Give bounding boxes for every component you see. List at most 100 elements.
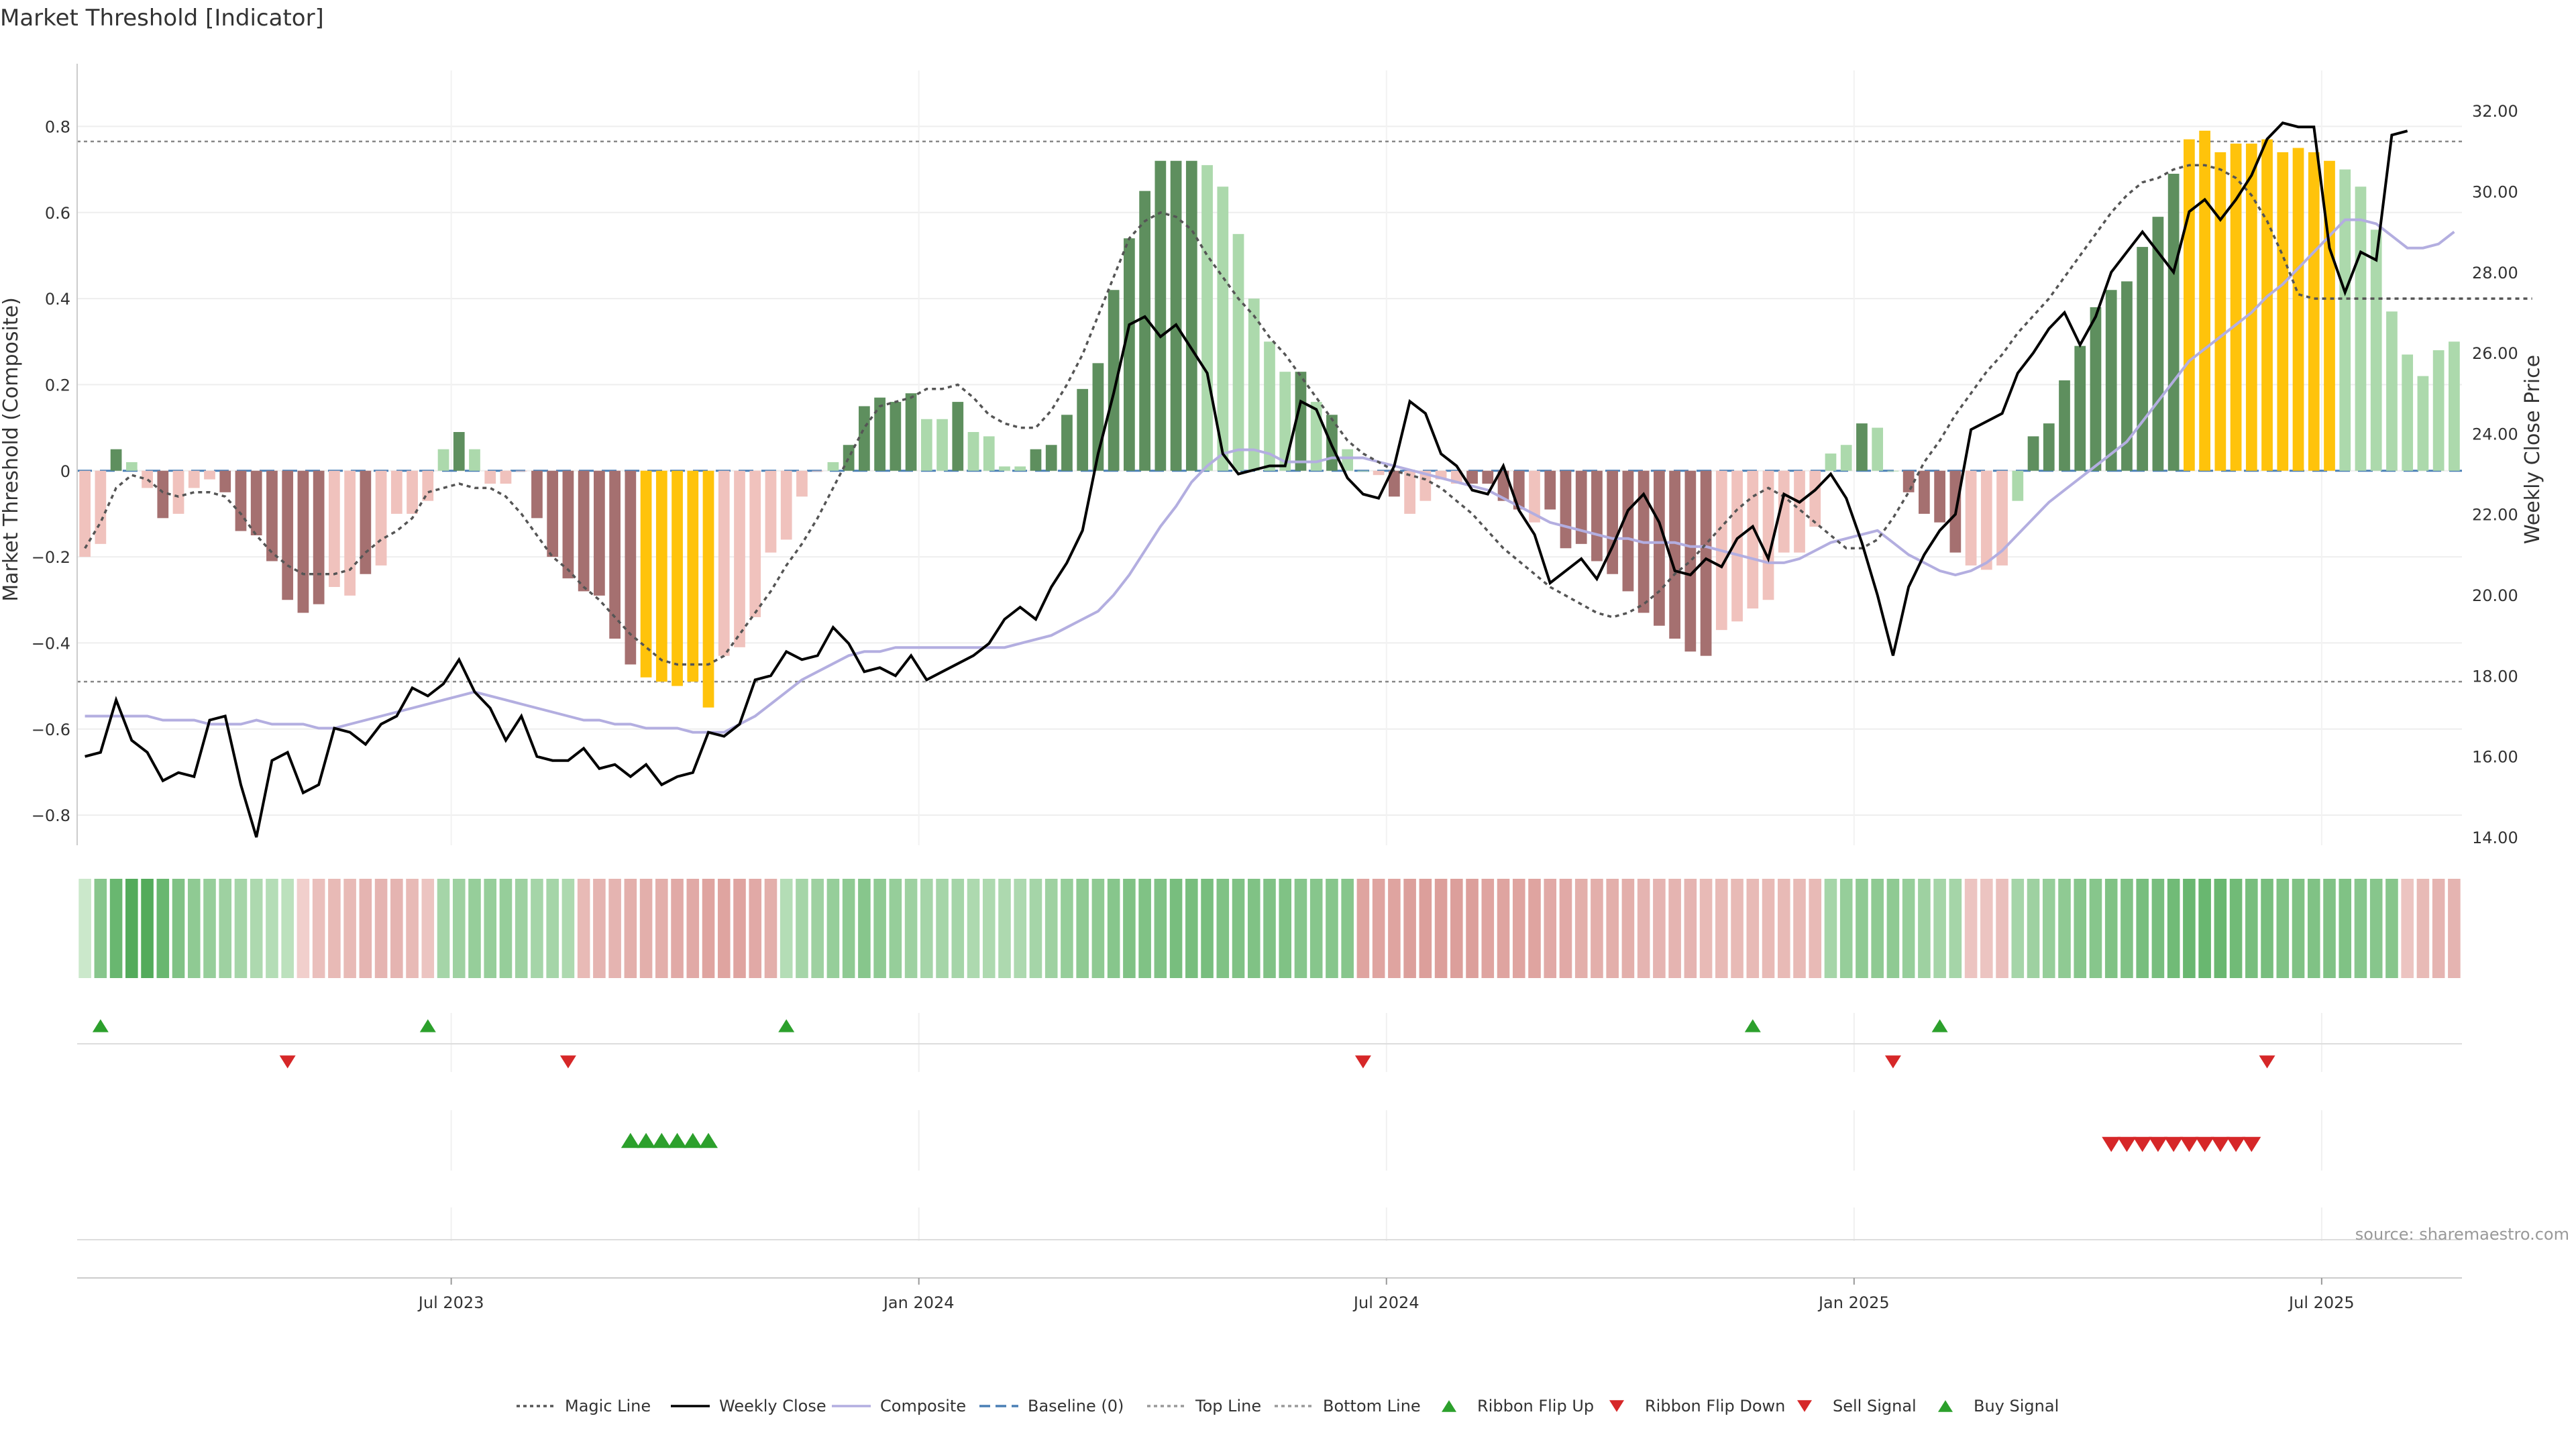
ribbon-cell bbox=[203, 879, 216, 978]
composite-bar bbox=[2214, 152, 2226, 471]
composite-bar bbox=[1357, 470, 1369, 472]
buy-signal-marker bbox=[683, 1132, 702, 1148]
ribbon-cell bbox=[297, 879, 310, 978]
composite-bar bbox=[2074, 345, 2086, 471]
y-tick-label: 0.8 bbox=[45, 117, 70, 136]
composite-bar bbox=[95, 470, 107, 544]
ribbon-cell bbox=[374, 879, 388, 978]
composite-bar bbox=[1902, 470, 1915, 492]
ribbon-cell bbox=[624, 879, 637, 978]
ribbon-cell bbox=[156, 879, 170, 978]
composite-bar bbox=[250, 470, 262, 535]
composite-bar bbox=[1607, 470, 1619, 574]
legend-label: Bottom Line bbox=[1323, 1397, 1421, 1415]
sell-signal-marker bbox=[2117, 1136, 2137, 1152]
composite-bar bbox=[390, 470, 402, 514]
sell-signal-marker bbox=[2133, 1136, 2152, 1152]
composite-bar bbox=[594, 470, 605, 596]
composite-bar bbox=[1778, 470, 1790, 553]
y2-tick-label: 24.00 bbox=[2472, 425, 2518, 443]
ribbon-cell bbox=[733, 879, 746, 978]
ribbon-cell bbox=[1871, 879, 1884, 978]
ribbon-cell bbox=[1107, 879, 1120, 978]
ribbon-cell bbox=[1201, 879, 1214, 978]
ribbon-cell bbox=[1091, 879, 1105, 978]
ribbon-cell bbox=[1372, 879, 1385, 978]
composite-bar bbox=[1497, 470, 1509, 501]
ribbon-cell bbox=[1309, 879, 1323, 978]
composite-bar bbox=[1014, 466, 1026, 471]
ribbon-cell bbox=[1419, 879, 1432, 978]
legend-item: Ribbon Flip Up bbox=[1442, 1397, 1594, 1415]
composite-bar bbox=[1466, 470, 1478, 484]
ribbon-cell bbox=[515, 879, 528, 978]
buy-signal-marker bbox=[621, 1132, 640, 1148]
ribbon-cell bbox=[1061, 879, 1073, 978]
composite-bar bbox=[2339, 169, 2351, 471]
ribbon-cell bbox=[1996, 879, 2008, 978]
ribbon-cell bbox=[343, 879, 356, 978]
composite-bar bbox=[2121, 281, 2133, 471]
composite-bar bbox=[1825, 453, 1837, 471]
ribbon-cell bbox=[359, 879, 372, 978]
composite-bar bbox=[547, 470, 559, 557]
ribbon-cell bbox=[608, 879, 621, 978]
legend-label: Ribbon Flip Down bbox=[1645, 1397, 1785, 1415]
ribbon-cell bbox=[406, 879, 419, 978]
composite-bar bbox=[2245, 144, 2257, 471]
buy-signal-marker bbox=[652, 1132, 672, 1148]
composite-bar bbox=[749, 470, 761, 617]
composite-bar bbox=[437, 449, 449, 471]
axes: 0.8 0.6 0.4 0.2 0 −0.2 −0.4 −0.6 −0.8 32.00 30.00 2… bbox=[32, 64, 2518, 1312]
ribbon-cell bbox=[577, 879, 590, 978]
ribbon-cell bbox=[1512, 879, 1525, 978]
composite-bar bbox=[1887, 470, 1899, 472]
ribbon-cell bbox=[2214, 879, 2227, 978]
composite-bar bbox=[562, 470, 574, 579]
series-lines bbox=[84, 121, 2532, 838]
composite-bar bbox=[2449, 341, 2460, 471]
composite-bar bbox=[780, 470, 792, 540]
ribbon-cell bbox=[1886, 879, 1900, 978]
legend-marker bbox=[1938, 1400, 1953, 1412]
composite-bar bbox=[266, 470, 278, 561]
composite-bar bbox=[1108, 290, 1120, 471]
y2-tick-label: 16.00 bbox=[2472, 748, 2518, 767]
composite-bar bbox=[702, 470, 714, 708]
legend-label: Sell Signal bbox=[1833, 1397, 1917, 1415]
composite-bar bbox=[219, 470, 231, 492]
ribbon-cell bbox=[1497, 879, 1510, 978]
sell-signal-marker bbox=[2102, 1136, 2121, 1152]
ribbon-cell bbox=[2027, 879, 2040, 978]
legend-label: Weekly Close bbox=[719, 1397, 826, 1415]
composite-bar bbox=[2199, 130, 2210, 471]
ribbon-flip-up-marker bbox=[1744, 1019, 1761, 1032]
composite-bar bbox=[1061, 415, 1073, 471]
ribbon-cell bbox=[1544, 879, 1557, 978]
composite-bar bbox=[2432, 350, 2445, 471]
ribbon-cell bbox=[1777, 879, 1790, 978]
composite-bar bbox=[282, 470, 294, 600]
composite-bar bbox=[407, 470, 418, 514]
ribbon-cell bbox=[1029, 879, 1042, 978]
ribbon-cell bbox=[2385, 879, 2398, 978]
ribbon-cell bbox=[873, 879, 886, 978]
ribbon-cell bbox=[686, 879, 700, 978]
composite-bar bbox=[578, 470, 590, 592]
ribbon-cell bbox=[2229, 879, 2243, 978]
composite-bar bbox=[765, 470, 777, 553]
ribbon-cell bbox=[1388, 879, 1401, 978]
y-tick-label: 0.2 bbox=[45, 376, 70, 394]
ribbon-cell bbox=[2074, 879, 2087, 978]
composite-bars bbox=[79, 130, 2460, 708]
signal-rows bbox=[77, 1013, 2462, 1241]
composite-bar bbox=[453, 432, 465, 471]
legend-label: Buy Signal bbox=[1974, 1397, 2059, 1415]
composite-bar bbox=[796, 470, 808, 497]
ribbon-cell bbox=[484, 879, 497, 978]
x-tick-label: Jan 2024 bbox=[882, 1293, 955, 1312]
ribbon-cell bbox=[452, 879, 466, 978]
ribbon-cell bbox=[2089, 879, 2102, 978]
y2-tick-label: 28.00 bbox=[2472, 264, 2518, 282]
